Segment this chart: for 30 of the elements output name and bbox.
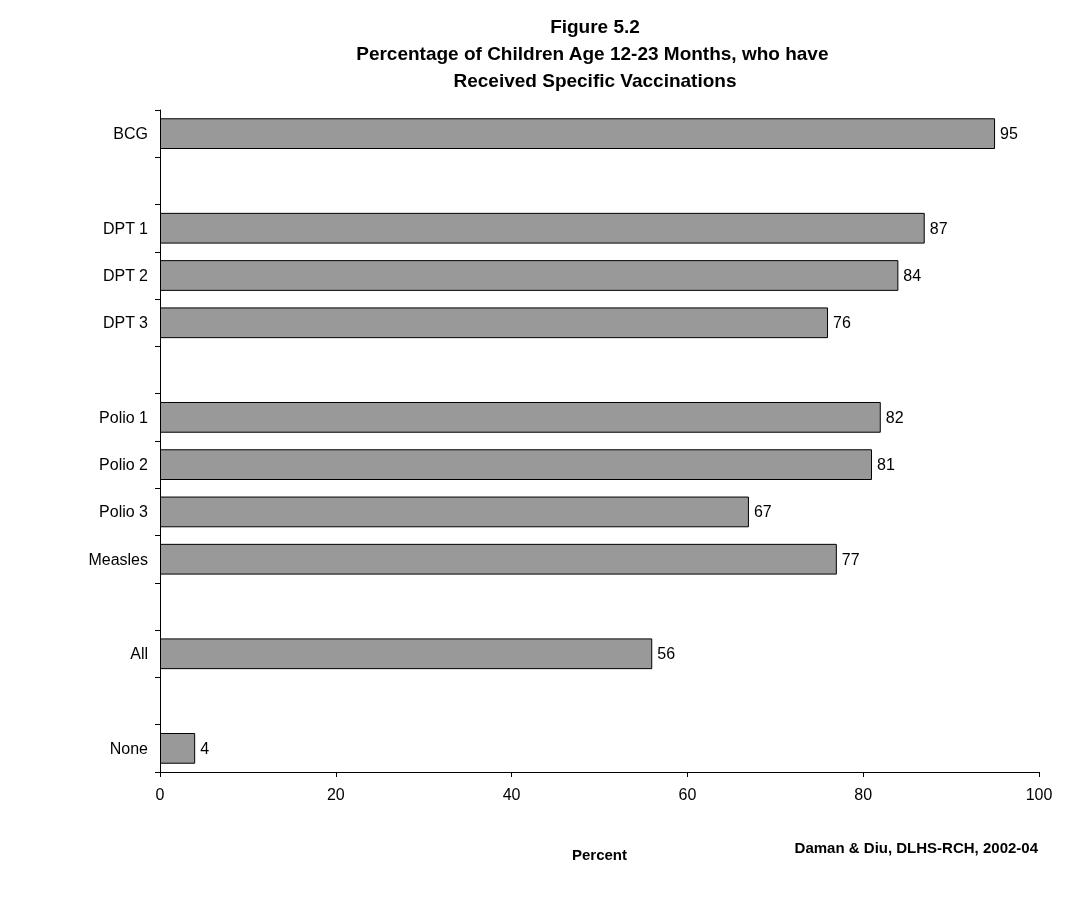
data-label: 56: [657, 645, 676, 663]
y-tick-label: Polio 3: [99, 503, 149, 521]
chart-subtitle: Percentage of Children Age 12-23 Months, who have Received Specific Vaccinations: [356, 43, 834, 91]
y-tick-label: Polio 2: [99, 456, 149, 474]
text: Daman & Diu, DLHS-RCH, 2002-04: [794, 839, 1039, 856]
data-label: 87: [929, 219, 948, 237]
x-tick-label: 100: [1025, 785, 1053, 803]
y-tick-label: DPT 3: [102, 314, 149, 332]
data-label: 82: [885, 408, 904, 426]
y-tick-label: None: [109, 739, 149, 757]
data-label: 95: [1000, 125, 1018, 143]
x-tick-label: 80: [854, 785, 873, 803]
x-axis-title: Percent: [571, 846, 628, 863]
data-label: 84: [903, 267, 922, 284]
y-tick-label: All: [130, 645, 148, 663]
x-tick-label: 40: [502, 785, 521, 803]
data-label: 4: [200, 739, 210, 757]
x-tick-label: 20: [326, 785, 345, 803]
x-tick-label: 0: [155, 785, 165, 803]
data-label: 81: [876, 456, 895, 474]
y-tick-label: BCG: [113, 125, 148, 143]
chart-title: Figure 5.2: [550, 16, 640, 37]
data-label: 77: [841, 550, 860, 568]
y-tick-label: DPT 1: [102, 219, 149, 237]
y-tick-label: Measles: [88, 550, 148, 568]
y-tick-label: DPT 2: [102, 267, 149, 284]
data-label: 76: [833, 314, 851, 332]
x-tick-label: 60: [678, 785, 697, 803]
data-label: 67: [753, 503, 772, 521]
y-tick-label: Polio 1: [99, 408, 149, 426]
